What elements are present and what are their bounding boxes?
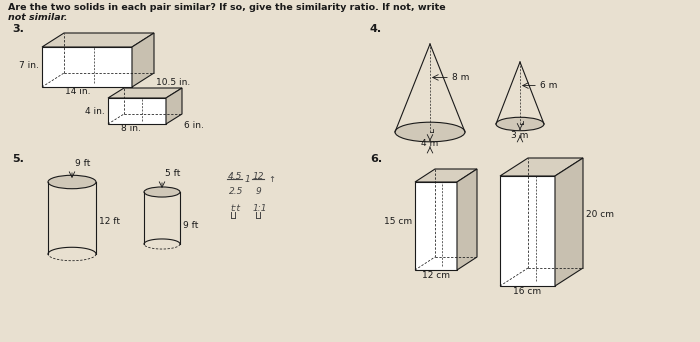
Text: 7 in.: 7 in. <box>19 61 39 69</box>
Ellipse shape <box>48 175 96 189</box>
Text: 3.: 3. <box>12 24 24 34</box>
Text: 15 cm: 15 cm <box>384 217 412 226</box>
Text: ↑: ↑ <box>268 174 275 184</box>
Text: 4 in.: 4 in. <box>85 106 105 116</box>
Text: 9 ft: 9 ft <box>75 159 90 168</box>
Text: 9: 9 <box>256 187 262 196</box>
Text: 12 ft: 12 ft <box>99 217 120 226</box>
Text: 16 cm: 16 cm <box>513 287 542 296</box>
Text: 8 in.: 8 in. <box>121 124 141 133</box>
Polygon shape <box>415 169 477 182</box>
Text: 20 cm: 20 cm <box>586 210 614 219</box>
Polygon shape <box>166 88 182 124</box>
Polygon shape <box>555 158 583 286</box>
Polygon shape <box>457 169 477 270</box>
Ellipse shape <box>395 122 465 142</box>
Polygon shape <box>42 47 132 87</box>
Polygon shape <box>500 158 583 176</box>
Text: 1:1: 1:1 <box>253 204 267 213</box>
Ellipse shape <box>144 187 180 197</box>
Text: t:t: t:t <box>230 204 240 213</box>
Ellipse shape <box>496 117 544 131</box>
Text: 6.: 6. <box>370 154 382 164</box>
Text: 5.: 5. <box>12 154 24 164</box>
Text: Are the two solids in each pair similar? If so, give the similarity ratio. If no: Are the two solids in each pair similar?… <box>8 3 446 12</box>
Text: 10.5 in.: 10.5 in. <box>156 78 190 87</box>
Text: 9 ft: 9 ft <box>183 221 198 230</box>
Text: 4 m: 4 m <box>421 139 439 148</box>
Polygon shape <box>108 98 166 124</box>
Text: 4.: 4. <box>370 24 382 34</box>
Polygon shape <box>415 182 457 270</box>
Text: 1: 1 <box>245 174 251 184</box>
Text: not similar.: not similar. <box>8 13 67 22</box>
Text: 4.5: 4.5 <box>228 172 242 181</box>
Text: 2.5: 2.5 <box>229 187 244 196</box>
Text: 6 in.: 6 in. <box>184 120 204 130</box>
Polygon shape <box>42 33 154 47</box>
Polygon shape <box>500 176 555 286</box>
Text: 12 cm: 12 cm <box>422 271 450 280</box>
Polygon shape <box>132 33 154 87</box>
Text: 5 ft: 5 ft <box>165 169 181 178</box>
Text: 8 m: 8 m <box>452 73 470 82</box>
Text: 6 m: 6 m <box>540 81 557 90</box>
Text: 3 m: 3 m <box>511 131 528 140</box>
Text: 14 in.: 14 in. <box>65 87 91 96</box>
Text: 12: 12 <box>253 172 265 181</box>
Polygon shape <box>108 88 182 98</box>
